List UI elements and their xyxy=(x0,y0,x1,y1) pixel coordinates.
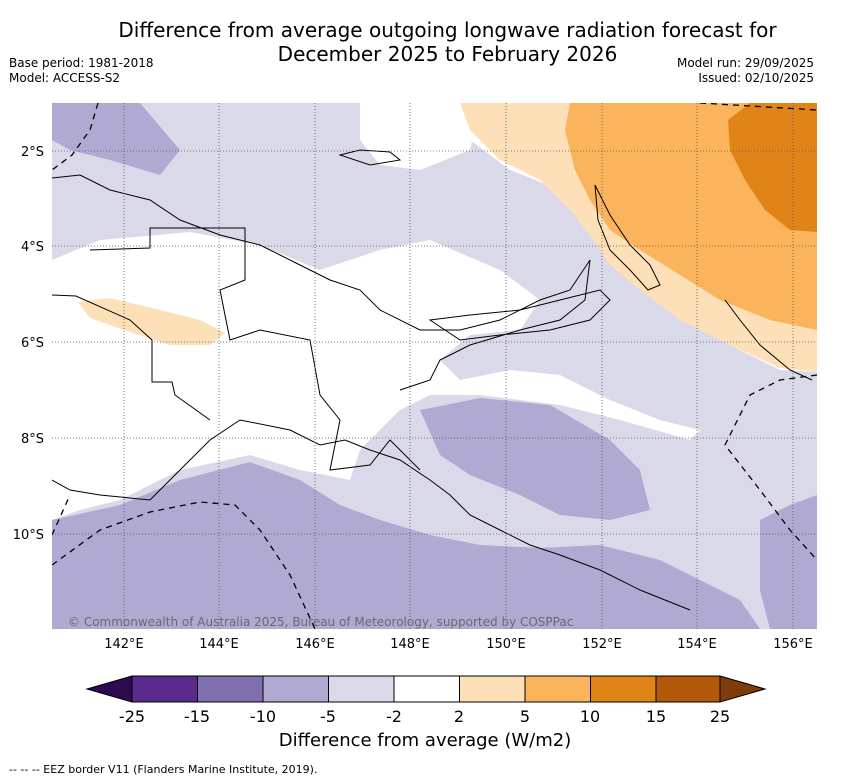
model-run: Model run: 29/09/2025 xyxy=(676,56,814,70)
lon-label-148e: 148°E xyxy=(390,637,430,652)
copyright-text: © Commonwealth of Australia 2025, Bureau… xyxy=(68,615,573,629)
base-period: Base period: 1981-2018 xyxy=(9,56,154,70)
colorbar-bin-5-10 xyxy=(524,675,591,703)
eez-footnote: -- -- -- EEZ border V11 (Flanders Marine… xyxy=(9,763,318,776)
lat-label-10s: 10°S xyxy=(13,528,44,543)
colorbar-bin-2-5 xyxy=(459,675,526,703)
lon-label-142e: 142°E xyxy=(104,637,144,652)
meta-left: Base period: 1981-2018 Model: ACCESS-S2 xyxy=(9,56,154,86)
anomaly-region-neg-se xyxy=(760,495,817,629)
coast-manus xyxy=(338,149,402,166)
colorbar-tick-neg5: -5 xyxy=(320,707,336,726)
colorbar-bin-neg5-neg2 xyxy=(328,675,395,703)
anomaly-region-10-15 xyxy=(728,103,817,232)
colorbar-bin-15-25 xyxy=(655,675,721,703)
anomaly-region-neutral-north xyxy=(360,103,480,170)
colorbar-tick-neg2: -2 xyxy=(386,707,402,726)
anomaly-region-2-5-west xyxy=(78,298,225,345)
colorbar-tick-5: 5 xyxy=(519,707,531,726)
colorbar-tick-neg25: -25 xyxy=(118,707,146,726)
meta-right: Model run: 29/09/2025 Issued: 02/10/2025 xyxy=(677,56,814,86)
anomaly-region-neutral-mid xyxy=(52,232,700,520)
issued-date: Issued: 02/10/2025 xyxy=(698,71,814,85)
colorbar-title: Difference from average (W/m2) xyxy=(278,730,572,751)
lon-label-154e: 154°E xyxy=(677,637,717,652)
eez-border-northeast xyxy=(699,103,817,111)
coast-new-guinea-north xyxy=(52,174,591,391)
coast-new-ireland xyxy=(594,184,661,291)
title-line-1: Difference from average outgoing longwav… xyxy=(118,18,777,42)
colorbar-tick-neg10: -10 xyxy=(249,707,277,726)
lat-label-8s: 8°S xyxy=(21,432,44,447)
colorbar-bin-neg15-neg10 xyxy=(197,675,264,703)
colorbar-bin-neg10-neg5 xyxy=(262,675,329,703)
coast-new-guinea-south xyxy=(52,419,691,611)
colorbar-tick-15: 15 xyxy=(645,707,667,726)
title-line-2: December 2025 to February 2026 xyxy=(277,42,618,66)
colorbar-bin-neg2-2 xyxy=(393,675,460,703)
lon-label-146e: 146°E xyxy=(295,637,335,652)
anomaly-region-neg-south xyxy=(52,462,760,629)
border-png-indonesia xyxy=(52,294,211,421)
colorbar-tick-10: 10 xyxy=(579,707,601,726)
colorbar xyxy=(85,675,767,703)
coast-bougainville xyxy=(724,299,813,381)
colorbar-tick-neg15: -15 xyxy=(183,707,211,726)
colorbar-bin-neg25-neg15 xyxy=(131,675,198,703)
lon-label-144e: 144°E xyxy=(199,637,239,652)
eez-border-west xyxy=(52,494,71,536)
lat-label-2s: 2°S xyxy=(21,145,44,160)
eez-border-north xyxy=(52,103,99,171)
border-provinces xyxy=(89,227,421,471)
lon-label-152e: 152°E xyxy=(582,637,622,652)
lon-labels: 142°E 144°E 146°E 148°E 150°E 152°E 154°… xyxy=(104,637,813,652)
lon-label-150e: 150°E xyxy=(486,637,526,652)
eez-borders xyxy=(52,103,817,629)
anomaly-region-neg-central xyxy=(420,398,650,520)
colorbar-tick-25: 25 xyxy=(709,707,731,726)
map-area: © Commonwealth of Australia 2025, Bureau… xyxy=(52,103,817,629)
chart-title: Difference from average outgoing longwav… xyxy=(90,18,805,66)
eez-border-southwest xyxy=(52,501,316,629)
lat-label-4s: 4°S xyxy=(21,240,44,255)
coastlines xyxy=(52,149,813,611)
lat-labels: 2°S 4°S 6°S 8°S 10°S xyxy=(13,145,44,543)
eez-border-east xyxy=(724,374,817,561)
colorbar-tick-2: 2 xyxy=(453,707,465,726)
colorbar-bin-10-15 xyxy=(590,675,657,703)
colorbar-extend-low xyxy=(85,675,133,703)
lat-label-6s: 6°S xyxy=(21,336,44,351)
model-name: Model: ACCESS-S2 xyxy=(9,71,121,85)
coast-new-britain xyxy=(428,289,611,341)
anomaly-region-neg-nw xyxy=(52,103,180,175)
lon-label-156e: 156°E xyxy=(773,637,813,652)
colorbar-extend-high xyxy=(719,675,767,703)
graticule xyxy=(52,103,817,629)
